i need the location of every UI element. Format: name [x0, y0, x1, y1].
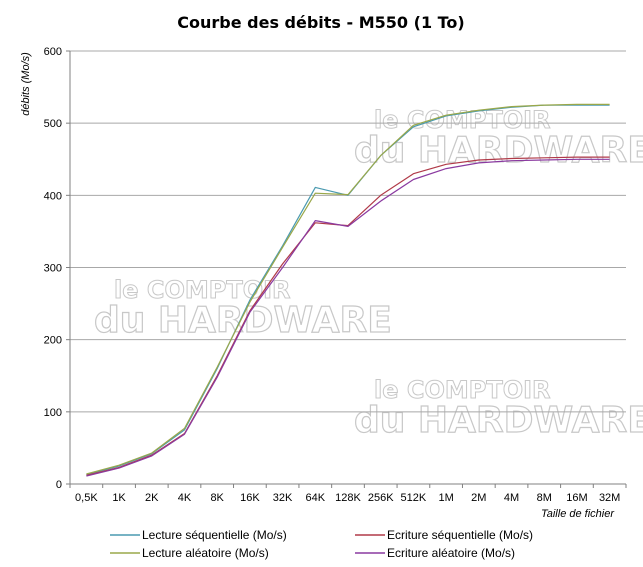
- watermark-text-top: le COMPTOIR: [374, 376, 551, 404]
- y-tick-label: 400: [44, 190, 62, 202]
- watermark-text-bottom: du HARDWARE: [94, 300, 392, 341]
- y-tick-label: 200: [44, 335, 62, 347]
- legend-entry: Lecture aléatoire (Mo/s): [142, 546, 269, 560]
- x-axis-label: Taille de fichier: [541, 508, 615, 520]
- series-line-2: [86, 156, 610, 476]
- x-tick-label: 1K: [112, 492, 126, 504]
- x-tick-label: 128K: [335, 492, 361, 504]
- legend-entry: Ecriture aléatoire (Mo/s): [387, 546, 515, 560]
- x-tick-label: 2K: [145, 492, 159, 504]
- y-tick-label: 100: [44, 407, 62, 419]
- y-axis-label: débits (Mo/s): [20, 52, 32, 116]
- series-line-4: [86, 158, 610, 477]
- watermark-text-top: le COMPTOIR: [374, 106, 551, 134]
- legend-entry: Ecriture séquentielle (Mo/s): [387, 528, 533, 542]
- y-axis-ticks: 0 100 200 300 400 500 600: [44, 46, 70, 491]
- x-tick-label: 0,5K: [75, 492, 98, 504]
- x-tick-label: 512K: [401, 492, 427, 504]
- x-tick-label: 16K: [240, 492, 260, 504]
- x-tick-label: 32K: [273, 492, 293, 504]
- legend-entry: Lecture séquentielle (Mo/s): [142, 528, 287, 542]
- x-tick-label: 2M: [471, 492, 486, 504]
- series-line-3: [86, 103, 610, 475]
- x-tick-label: 8M: [537, 492, 552, 504]
- y-tick-label: 500: [44, 118, 62, 130]
- y-tick-label: 300: [44, 263, 62, 275]
- x-tick-label: 16M: [566, 492, 587, 504]
- legend: Lecture séquentielle (Mo/s) Ecriture séqu…: [110, 528, 533, 560]
- watermark-text-bottom: du HARDWARE: [354, 400, 643, 441]
- x-axis-ticks: 0,5K 1K 2K 4K 8K 16K 32K 64K 128K 256K 512K 1M 2M 4M 8…: [69, 484, 627, 504]
- x-tick-label: 8K: [210, 492, 224, 504]
- y-tick-label: 0: [56, 479, 62, 491]
- watermark-text-bottom: du HARDWARE: [354, 130, 643, 171]
- x-tick-label: 4M: [504, 492, 519, 504]
- x-tick-label: 32M: [599, 492, 620, 504]
- x-tick-label: 64K: [306, 492, 326, 504]
- x-tick-label: 1M: [438, 492, 453, 504]
- x-tick-label: 4K: [178, 492, 192, 504]
- series-lines: [86, 103, 610, 477]
- x-tick-label: 256K: [368, 492, 394, 504]
- y-tick-label: 600: [44, 46, 62, 58]
- chart-title: Courbe des débits - M550 (1 To): [177, 13, 464, 32]
